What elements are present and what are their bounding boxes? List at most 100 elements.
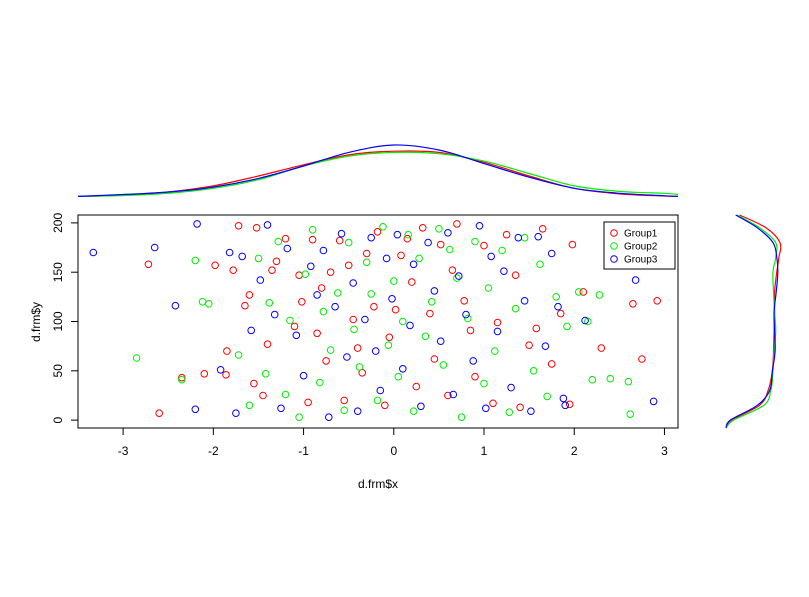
point-group3-50 [507, 383, 515, 392]
point-group2-7 [254, 254, 263, 263]
point-group1-66 [579, 288, 588, 296]
x-tick-label: -3 [118, 444, 129, 458]
point-group3-7 [232, 409, 240, 418]
point-group3-38 [430, 287, 439, 295]
point-group1-29 [344, 261, 353, 270]
point-group1-38 [391, 305, 400, 314]
point-group3-22 [337, 229, 346, 238]
point-group2-31 [399, 317, 407, 326]
y-tick-label: 0 [51, 416, 65, 423]
point-group2-23 [355, 363, 364, 371]
point-group1-57 [511, 271, 520, 280]
point-group1-60 [532, 324, 541, 333]
point-group3-51 [514, 233, 523, 242]
point-group2-11 [281, 390, 290, 399]
point-group1-42 [412, 382, 421, 391]
point-group3-11 [263, 221, 272, 229]
point-group3-21 [331, 302, 339, 311]
point-group1-15 [268, 266, 276, 275]
point-group2-38 [439, 361, 448, 369]
point-group1-61 [538, 225, 547, 233]
point-group1-20 [298, 298, 306, 306]
point-group1-62 [547, 360, 556, 368]
point-group3-41 [449, 390, 458, 399]
point-group3-39 [436, 337, 445, 346]
point-group1-58 [516, 403, 524, 412]
point-group3-40 [444, 229, 452, 237]
point-group3-30 [382, 254, 391, 263]
point-group3-24 [349, 279, 358, 287]
y-tick-label: 50 [51, 364, 65, 378]
y-tick-label: 150 [51, 262, 65, 282]
point-group2-34 [415, 254, 423, 263]
point-group1-55 [493, 318, 502, 327]
point-group1-9 [241, 301, 249, 310]
point-group1-65 [568, 240, 577, 249]
point-group2-25 [367, 290, 376, 298]
point-group3-26 [361, 315, 369, 324]
point-group2-27 [379, 223, 387, 231]
point-group2-12 [286, 316, 294, 325]
point-group1-49 [453, 220, 461, 228]
point-group3-32 [393, 230, 402, 239]
point-group3-29 [376, 386, 385, 395]
point-group3-58 [559, 394, 568, 403]
top-density-group2 [77, 151, 679, 197]
point-group1-28 [340, 396, 349, 405]
point-group1-1 [144, 260, 153, 269]
point-group2-58 [588, 375, 597, 384]
right-density-group2 [725, 214, 778, 429]
point-group1-33 [362, 249, 371, 258]
point-group2-1 [178, 375, 186, 384]
point-group2-3 [198, 298, 207, 306]
point-group1-24 [317, 284, 326, 292]
x-tick-label: 1 [481, 444, 488, 458]
legend-marker-group3 [610, 255, 618, 263]
point-group1-18 [290, 322, 299, 331]
point-group2-18 [326, 346, 335, 354]
point-group2-56 [575, 288, 583, 296]
point-group2-24 [362, 258, 371, 267]
point-group3-23 [343, 353, 351, 361]
point-group3-34 [406, 321, 414, 330]
point-group1-67 [597, 344, 606, 352]
point-group2-59 [595, 291, 604, 299]
point-group2-61 [624, 377, 633, 386]
point-group2-42 [464, 314, 472, 323]
point-group1-5 [222, 371, 230, 379]
point-group3-5 [216, 366, 225, 374]
point-group3-17 [307, 262, 315, 271]
point-group3-45 [475, 222, 484, 230]
point-group3-3 [191, 405, 200, 414]
point-group1-30 [349, 315, 358, 324]
point-group2-36 [427, 298, 436, 306]
point-group3-15 [292, 331, 301, 340]
point-group1-10 [245, 291, 254, 299]
point-group1-70 [653, 297, 662, 305]
point-group2-53 [543, 392, 552, 401]
point-group1-14 [263, 340, 272, 349]
point-group3-46 [482, 404, 490, 413]
top-density-group1 [77, 150, 679, 197]
point-group2-40 [453, 274, 461, 282]
point-group1-41 [408, 278, 416, 286]
top-density-group3 [77, 144, 679, 197]
y-tick-label: 100 [51, 311, 65, 331]
point-group1-52 [471, 372, 479, 381]
point-group3-47 [487, 252, 496, 261]
point-group3-1 [150, 243, 159, 252]
x-tick-label: -2 [208, 444, 219, 458]
point-group1-53 [480, 241, 488, 250]
point-group3-49 [500, 267, 508, 276]
right-marginal-density [725, 214, 782, 429]
point-group3-31 [388, 295, 396, 303]
point-group3-16 [299, 371, 308, 380]
point-group1-64 [565, 400, 574, 409]
point-group3-13 [277, 404, 285, 413]
point-group1-27 [335, 236, 344, 245]
point-group1-48 [448, 266, 457, 275]
point-group2-29 [390, 277, 398, 285]
point-group2-52 [536, 260, 544, 269]
legend-label-group2: Group2 [624, 242, 658, 253]
point-group2-54 [552, 293, 561, 301]
